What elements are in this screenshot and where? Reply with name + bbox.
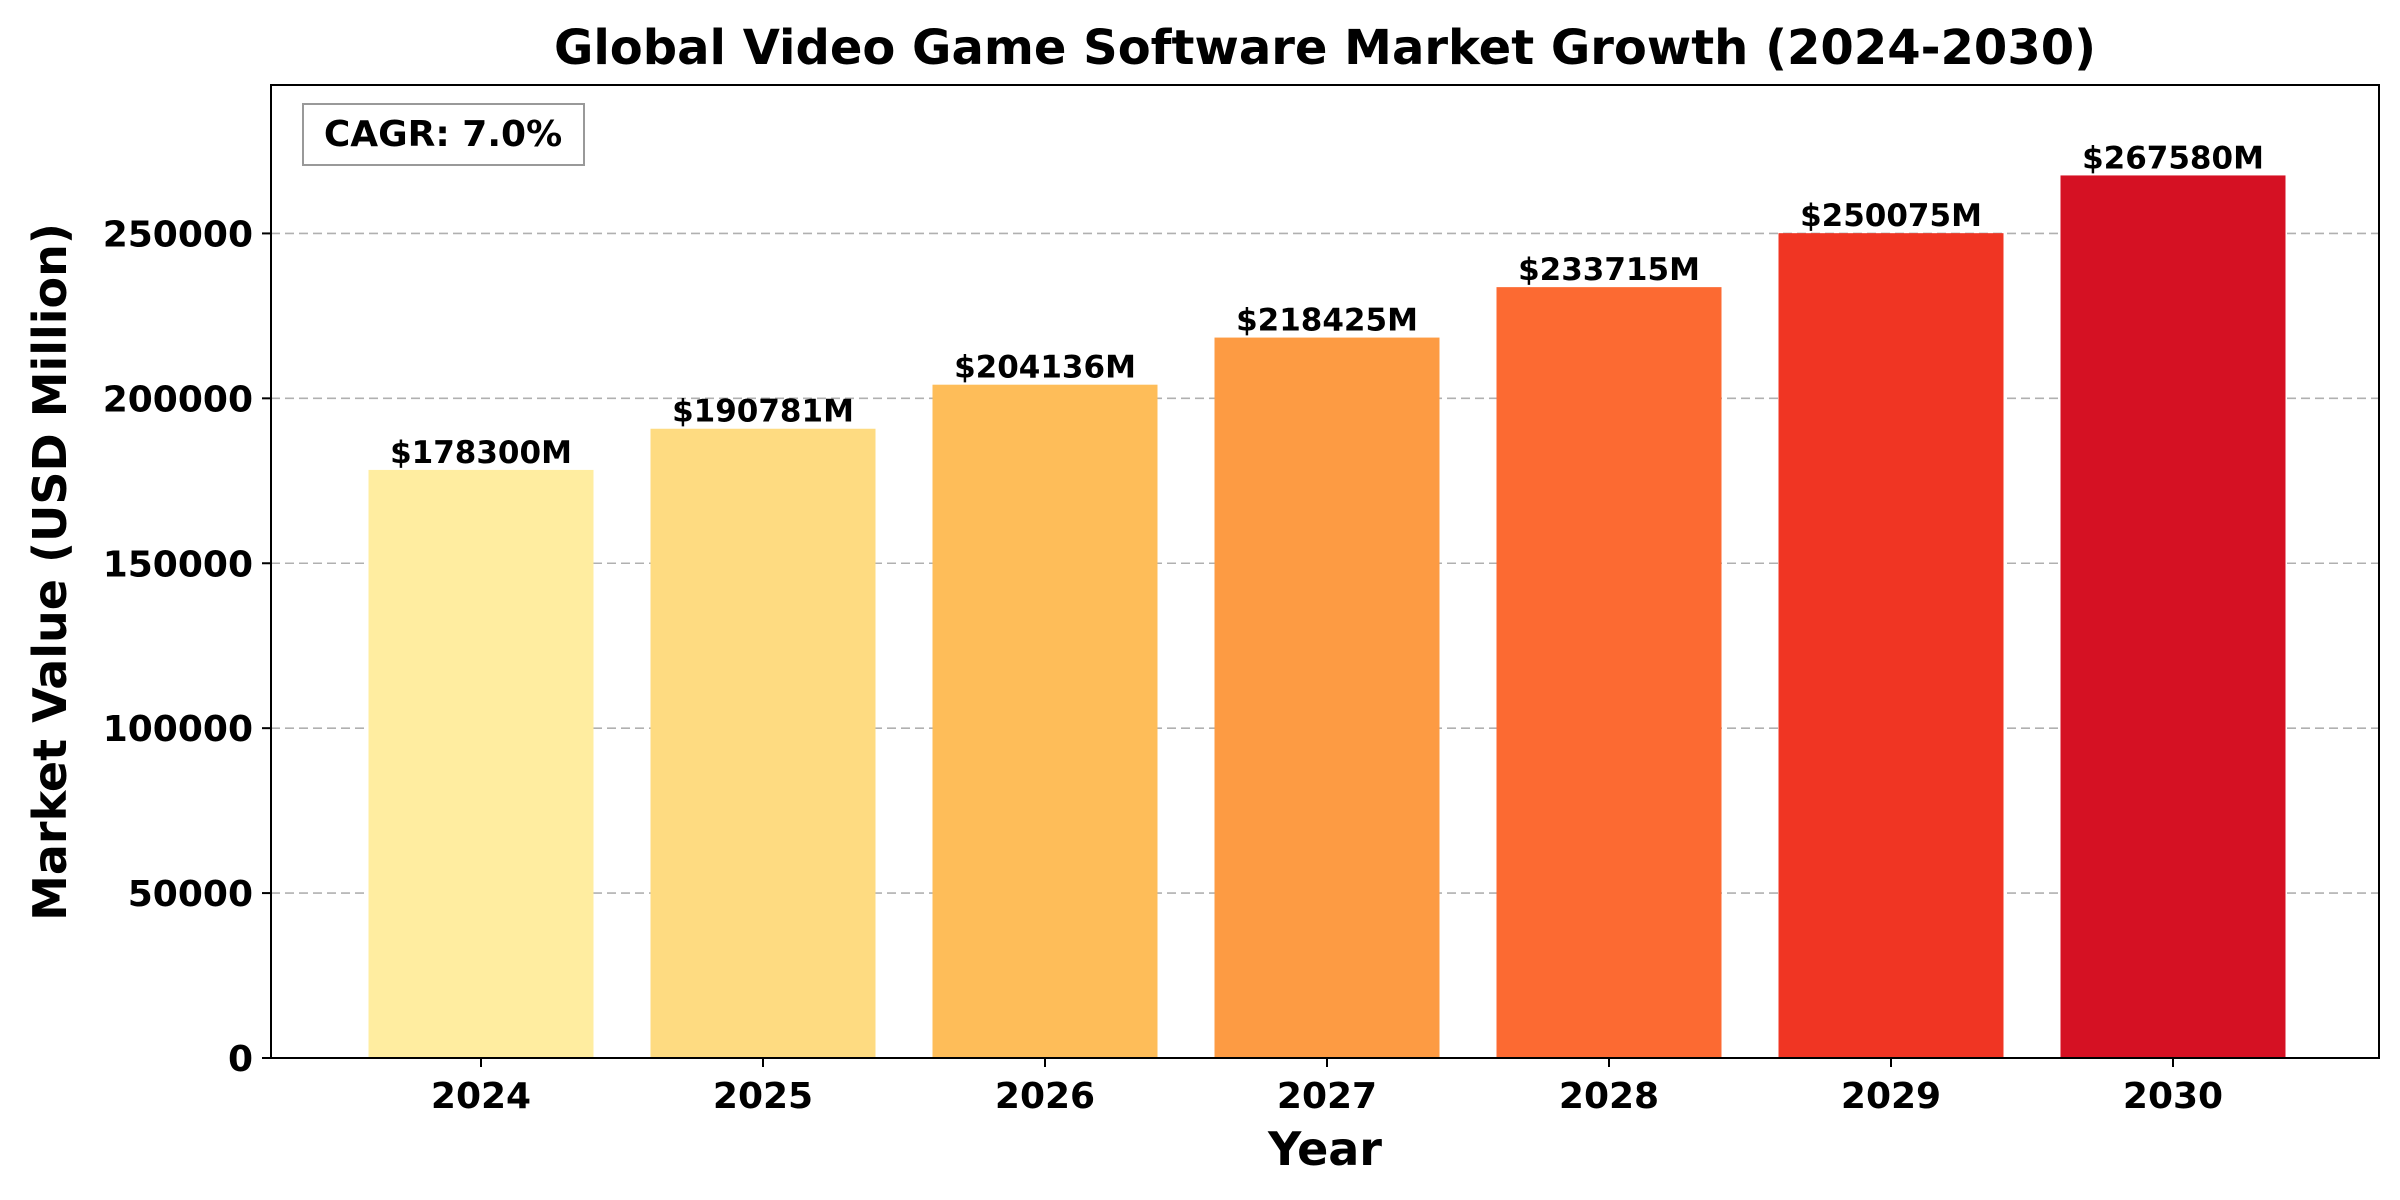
bar <box>1214 337 1440 1058</box>
bar-data-labels: $178300M $190781M $204136M $218425M $233715M… <box>390 140 2264 470</box>
x-tick-label: 2026 <box>995 1076 1095 1117</box>
x-tick-label: 2024 <box>431 1076 531 1117</box>
x-tick-label: 2030 <box>2123 1076 2223 1117</box>
x-tick-label: 2028 <box>1559 1076 1659 1117</box>
y-axis-ticks: 0 50000 100000 150000 200000 250000 <box>103 214 271 1080</box>
y-axis-label: Market Value (USD Million) <box>23 223 77 921</box>
y-tick-label: 200000 <box>103 379 253 420</box>
bar <box>1778 233 2004 1058</box>
x-tick-label: 2029 <box>1841 1076 1941 1117</box>
bar-data-label: $178300M <box>390 435 572 471</box>
bar-data-label: $250075M <box>1800 198 1982 234</box>
y-tick-label: 100000 <box>103 709 253 750</box>
y-tick-label: 150000 <box>103 544 253 585</box>
cagr-annotation: CAGR: 7.0% <box>302 103 585 166</box>
plot-frame <box>270 84 2380 1059</box>
bar <box>932 384 1158 1058</box>
x-tick-label: 2025 <box>713 1076 813 1117</box>
bar-data-label: $267580M <box>2082 140 2264 176</box>
chart-title: Global Video Game Software Market Growth… <box>554 20 2096 76</box>
bar <box>368 469 594 1058</box>
cagr-box <box>302 103 585 166</box>
x-tick-label: 2027 <box>1277 1076 1377 1117</box>
y-tick-label: 250000 <box>103 214 253 255</box>
bar-data-label: $204136M <box>954 350 1136 386</box>
x-axis-ticks: 2024 2025 2026 2027 2028 2029 2030 <box>431 1058 2223 1117</box>
bar <box>650 428 876 1058</box>
x-axis-label: Year <box>1267 1122 1382 1176</box>
bars <box>368 175 2286 1059</box>
bar-data-label: $233715M <box>1518 252 1700 288</box>
cagr-label: CAGR: 7.0% <box>324 114 562 155</box>
y-tick-label: 50000 <box>128 874 253 915</box>
y-tick-label: 0 <box>228 1039 253 1080</box>
bar-data-label: $218425M <box>1236 303 1418 339</box>
bar-data-label: $190781M <box>672 394 854 430</box>
bar <box>1496 287 1722 1059</box>
bar <box>2060 175 2286 1059</box>
